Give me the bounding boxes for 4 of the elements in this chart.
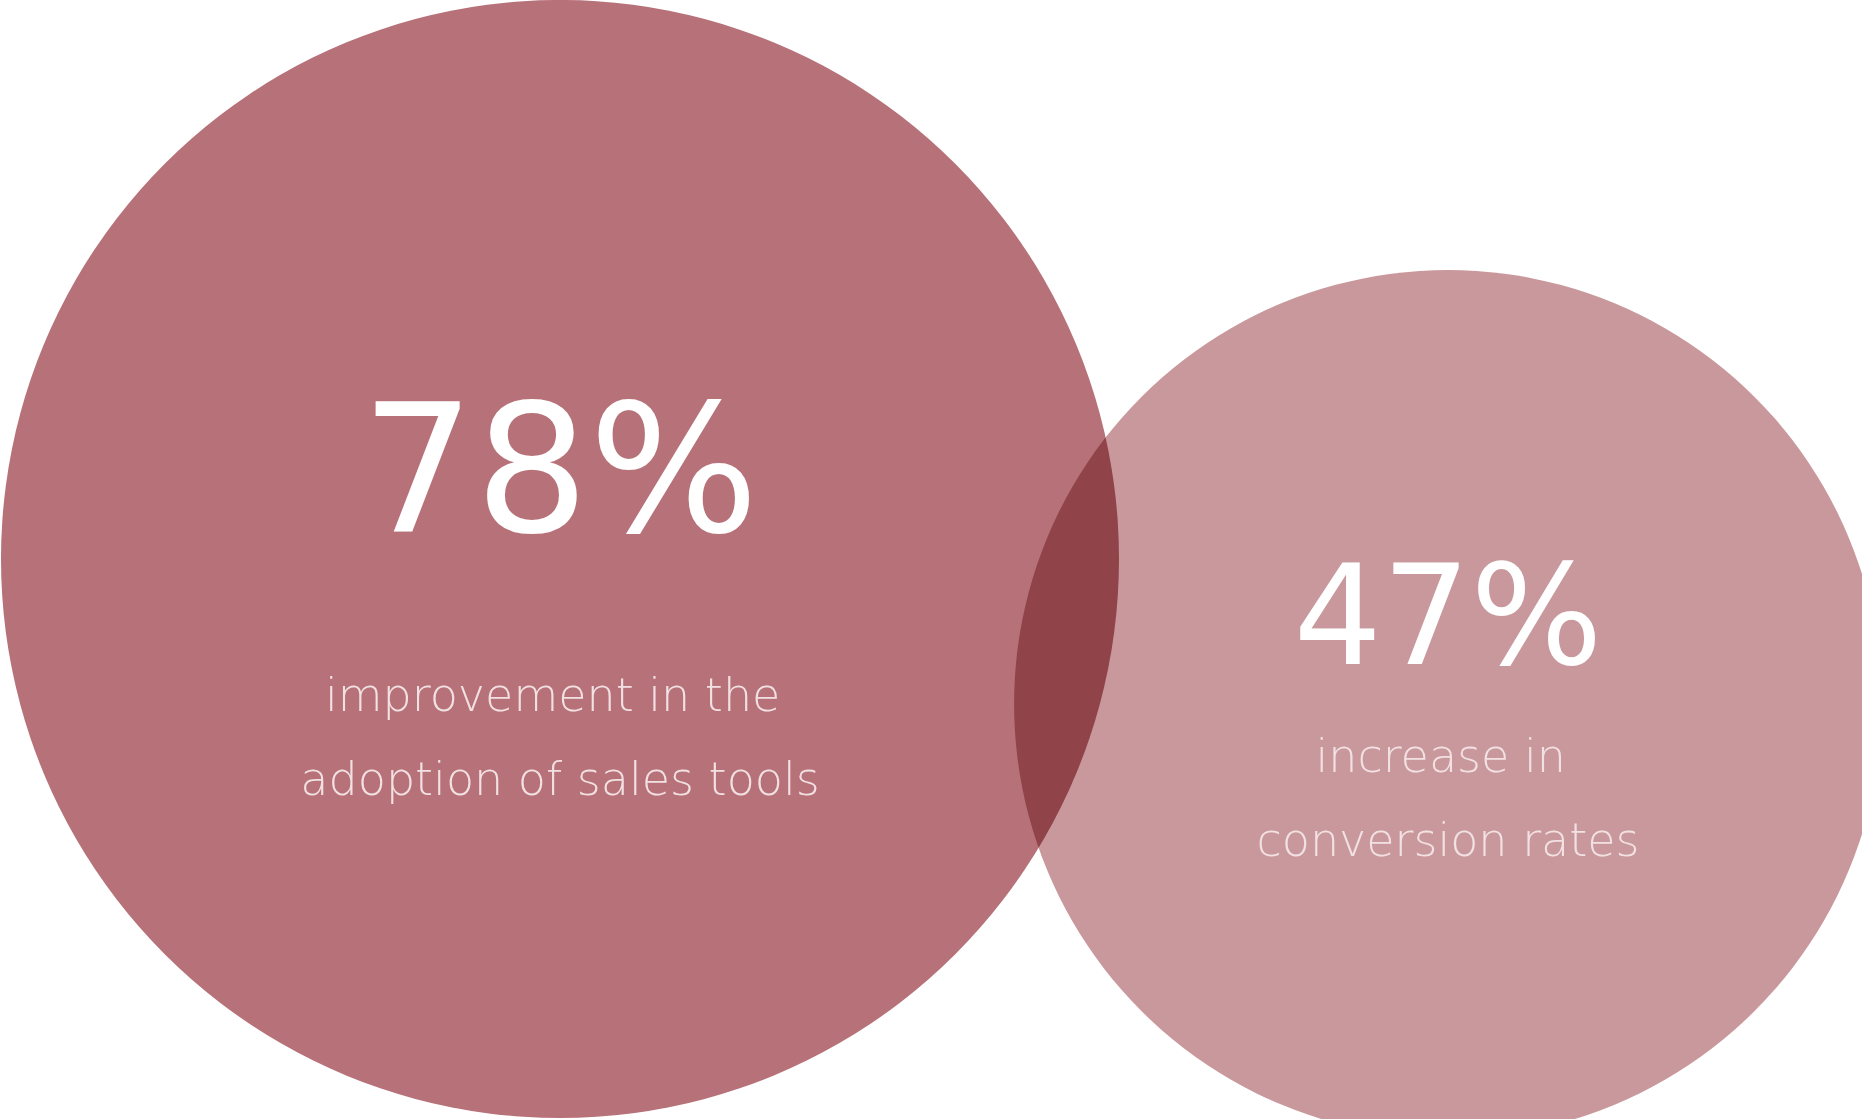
category-label: increase in conversion rates — [1256, 729, 1640, 867]
data-label: 78% — [361, 365, 759, 573]
data-label: 47% — [1293, 535, 1603, 697]
category-label: improvement in the adoption of sales tools — [300, 668, 820, 806]
